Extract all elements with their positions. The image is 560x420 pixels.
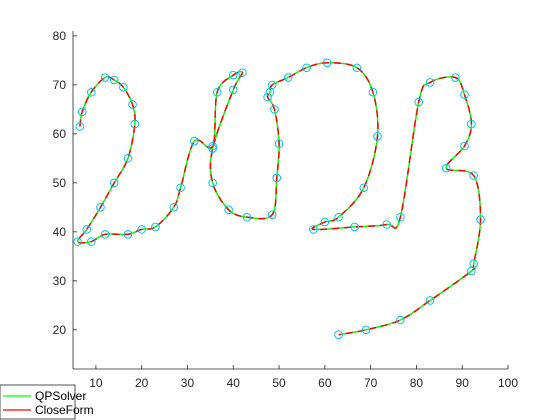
- y-tick-label: 30: [53, 274, 67, 288]
- waypoint-marker: [283, 73, 293, 82]
- waypoint-marker: [100, 73, 110, 82]
- waypoint-marker: [425, 296, 435, 305]
- waypoint-marker: [208, 178, 217, 188]
- waypoint-marker: [137, 225, 146, 234]
- waypoints: [73, 58, 485, 340]
- waypoint-marker: [242, 212, 252, 222]
- waypoint-marker: [77, 107, 87, 117]
- legend-box: [0, 384, 76, 420]
- waypoint-marker: [469, 171, 478, 180]
- waypoint-marker: [425, 78, 435, 87]
- waypoint-marker: [350, 222, 359, 232]
- waypoint-marker: [238, 68, 247, 77]
- x-tick-label: 100: [498, 376, 518, 390]
- waypoint-marker: [228, 70, 238, 80]
- waypoint-marker: [119, 83, 128, 92]
- y-tick-label: 20: [53, 323, 67, 337]
- x-tick-label: 50: [272, 376, 286, 390]
- waypoint-marker: [460, 141, 469, 151]
- legend: QPSolver CloseForm: [0, 384, 94, 420]
- waypoint-marker: [208, 144, 217, 153]
- waypoint-marker: [176, 183, 185, 193]
- waypoint-marker: [128, 100, 137, 109]
- waypoint-marker: [334, 330, 343, 340]
- y-tick-label: 60: [53, 127, 67, 141]
- waypoint-marker: [467, 119, 476, 129]
- waypoint-marker: [272, 173, 282, 183]
- waypoint-marker: [151, 222, 160, 232]
- y-tick-label: 80: [53, 29, 67, 43]
- waypoint-marker: [476, 215, 485, 224]
- legend-label-qpsolver: QPSolver: [35, 389, 86, 403]
- waypoint-marker: [274, 139, 284, 148]
- waypoint-marker: [451, 73, 460, 82]
- waypoint-marker: [414, 97, 424, 107]
- waypoint-marker: [359, 183, 369, 193]
- waypoint-marker: [396, 212, 405, 222]
- waypoint-marker: [96, 203, 105, 212]
- x-tick-label: 80: [410, 376, 424, 390]
- waypoint-marker: [100, 229, 110, 239]
- waypoint-marker: [109, 75, 119, 85]
- waypoint-marker: [212, 87, 222, 97]
- waypoint-marker: [123, 229, 133, 239]
- waypoint-marker: [467, 266, 476, 276]
- x-tick-label: 10: [89, 376, 103, 390]
- x-tick-label: 30: [181, 376, 195, 390]
- waypoint-marker: [267, 210, 277, 219]
- waypoint-marker: [123, 154, 133, 163]
- waypoint-marker: [87, 237, 96, 246]
- y-tick-label: 40: [53, 225, 67, 239]
- x-tick-label: 60: [318, 376, 332, 390]
- waypoint-marker: [373, 132, 382, 141]
- waypoint-marker: [130, 119, 140, 129]
- waypoint-marker: [322, 58, 332, 68]
- waypoint-marker: [382, 220, 391, 229]
- waypoint-marker: [87, 87, 96, 97]
- y-tick-label: 50: [53, 176, 67, 190]
- axes: 10 20 30 40 50 60 70 80 90 100 20 30 40 50 60 70 80: [53, 29, 519, 390]
- waypoint-marker: [302, 63, 311, 73]
- y-tick-label: 70: [53, 78, 67, 92]
- waypoint-marker: [263, 92, 272, 102]
- series-closeform-line: [76, 62, 482, 336]
- waypoint-marker: [109, 178, 119, 188]
- waypoint-marker: [75, 122, 85, 131]
- waypoint-marker: [270, 105, 279, 114]
- waypoint-marker: [169, 203, 179, 212]
- x-tick-label: 70: [364, 376, 378, 390]
- waypoint-marker: [190, 136, 199, 146]
- waypoint-marker: [267, 80, 277, 90]
- waypoint-marker: [441, 163, 451, 173]
- waypoint-marker: [460, 90, 469, 99]
- x-tick-label: 20: [135, 376, 149, 390]
- waypoint-marker: [224, 205, 233, 215]
- curves: [76, 62, 482, 336]
- waypoint-marker: [73, 237, 82, 246]
- waypoint-marker: [361, 325, 371, 335]
- x-tick-label: 40: [227, 376, 241, 390]
- waypoint-marker: [82, 225, 92, 234]
- waypoint-marker: [309, 225, 318, 234]
- waypoint-marker: [228, 85, 238, 95]
- waypoint-marker: [396, 315, 405, 325]
- waypoint-marker: [368, 87, 378, 97]
- waypoint-marker: [334, 212, 343, 222]
- x-tick-label: 90: [456, 376, 470, 390]
- waypoint-marker: [320, 217, 330, 227]
- waypoint-marker: [208, 141, 217, 151]
- waypoint-marker: [352, 63, 362, 73]
- legend-label-closeform: CloseForm: [35, 403, 94, 417]
